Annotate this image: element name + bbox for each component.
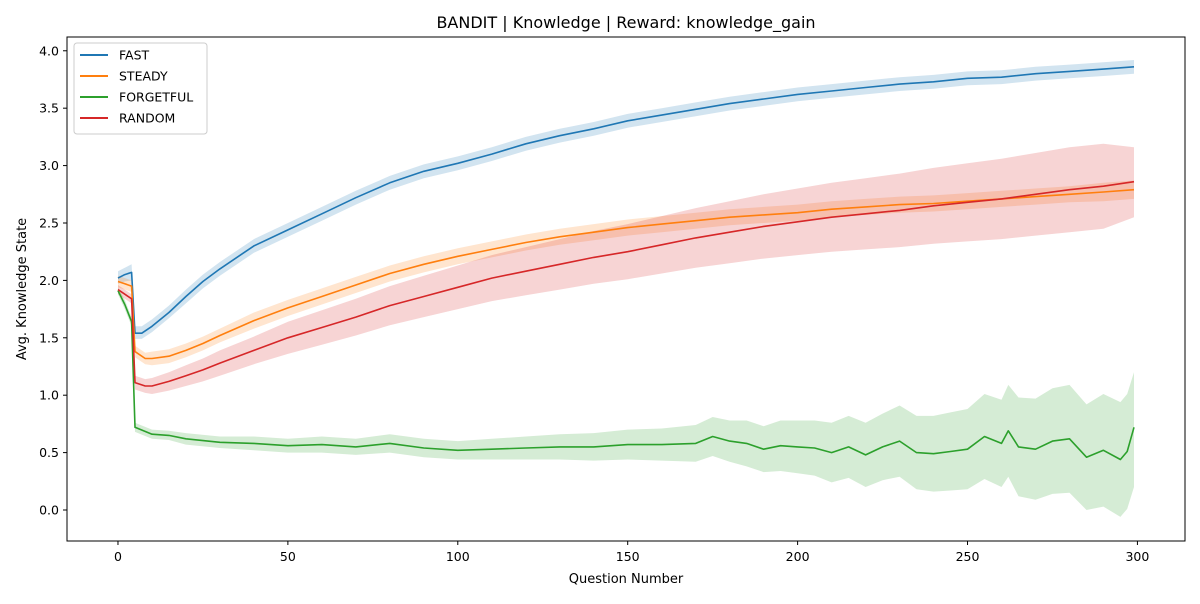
plot-frame — [66, 36, 1186, 542]
x-tick-label: 300 — [1125, 549, 1149, 564]
y-tick-label: 1.5 — [39, 330, 59, 345]
band-random — [118, 143, 1134, 394]
x-tick-label: 100 — [446, 549, 470, 564]
line-random — [117, 180, 1135, 387]
y-tick-label: 2.0 — [39, 273, 59, 288]
y-tick-label: 2.5 — [39, 215, 59, 230]
line-forgetful — [117, 290, 1135, 461]
x-tick-label: 250 — [956, 549, 980, 564]
legend-label-steady: STEADY — [119, 69, 168, 84]
x-tick-label: 0 — [114, 549, 122, 564]
legend-label-fast: FAST — [119, 48, 150, 63]
x-axis: 0 50 100 150 200 250 300 — [114, 541, 1149, 564]
legend-label-forgetful: FORGETFUL — [119, 90, 193, 105]
y-tick-label: 3.0 — [39, 158, 59, 173]
line-fast — [117, 66, 1135, 335]
x-axis-label: Question Number — [569, 572, 684, 587]
line-steady — [117, 188, 1135, 360]
legend-box — [73, 42, 208, 135]
series-lines — [117, 66, 1135, 461]
x-tick-label: 50 — [280, 549, 296, 564]
y-tick-label: 1.0 — [39, 388, 59, 403]
y-tick-label: 0.0 — [39, 503, 59, 518]
x-tick-label: 150 — [616, 549, 640, 564]
x-tick-label: 200 — [786, 549, 810, 564]
y-axis: 0.0 0.5 1.0 1.5 2.0 2.5 3.0 3.5 4.0 — [39, 43, 67, 518]
band-steady — [118, 180, 1134, 366]
confidence-bands — [118, 60, 1134, 517]
band-forgetful — [118, 287, 1134, 517]
y-tick-label: 0.5 — [39, 445, 59, 460]
y-axis-label: Avg. Knowledge State — [15, 218, 30, 360]
y-tick-label: 4.0 — [39, 43, 59, 58]
legend: FAST STEADY FORGETFUL RANDOM — [73, 42, 208, 135]
band-fast — [118, 60, 1134, 339]
legend-label-random: RANDOM — [119, 111, 175, 126]
chart-title: BANDIT | Knowledge | Reward: knowledge_g… — [436, 13, 815, 33]
y-tick-label: 3.5 — [39, 101, 59, 116]
